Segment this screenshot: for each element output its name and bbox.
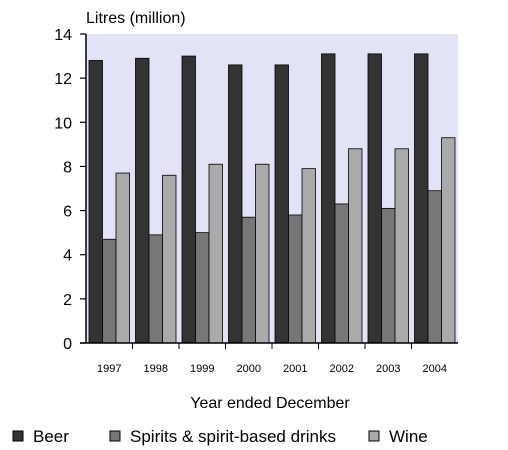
- y-tick-label: 2: [63, 292, 72, 309]
- bar-beer-1998: [135, 57, 150, 344]
- bar-spirits-spirit-based-drinks-2003: [381, 207, 396, 344]
- y-tick-label: 14: [54, 27, 72, 44]
- bar-wine-2000: [255, 163, 270, 344]
- y-tick-label: 6: [63, 204, 72, 221]
- x-axis-title: Year ended December: [190, 395, 350, 412]
- bar-spirits-spirit-based-drinks-1998: [148, 234, 163, 344]
- bar-spirits-spirit-based-drinks-1999: [195, 232, 210, 344]
- x-tick-label: 2002: [330, 363, 354, 375]
- y-tick-label: 12: [54, 71, 72, 88]
- bar-wine-1997: [115, 172, 130, 344]
- y-axis-title: Litres (million): [86, 10, 186, 27]
- x-tick-label: 1997: [97, 363, 121, 375]
- x-tick-label: 2000: [237, 363, 261, 375]
- bar-wine-2002: [348, 148, 363, 344]
- y-tick-label: 8: [63, 159, 72, 176]
- y-tick-label: 10: [54, 115, 72, 132]
- y-tick-label: 4: [63, 248, 72, 265]
- x-tick-label: 1998: [144, 363, 168, 375]
- bar-beer-2000: [228, 64, 243, 344]
- x-tick-label: 2003: [376, 363, 400, 375]
- x-tick-label: 2004: [423, 363, 447, 375]
- legend: Beer Spirits & spirit-based drinks Wine: [12, 427, 428, 446]
- bar-beer-2003: [367, 53, 382, 344]
- bar-wine-1998: [162, 174, 177, 344]
- y-tick-label: 0: [63, 336, 72, 353]
- bar-spirits-spirit-based-drinks-1997: [102, 238, 117, 344]
- legend-label: Wine: [389, 427, 428, 446]
- x-tick-label: 1999: [190, 363, 214, 375]
- y-ticks-group: 0 2 4 6 8 10 12 14: [54, 27, 86, 353]
- bar-beer-2001: [274, 64, 289, 344]
- bar-spirits-spirit-based-drinks-2004: [427, 190, 442, 344]
- bar-spirits-spirit-based-drinks-2001: [288, 214, 303, 344]
- bar-beer-2004: [414, 53, 429, 344]
- legend-label: Beer: [33, 427, 69, 446]
- bar-wine-1999: [208, 163, 223, 344]
- bar-beer-1997: [88, 60, 103, 344]
- legend-swatch: [368, 430, 380, 442]
- x-ticks-group: 1997 1998 1999 2000 2001 2002 2003 2004: [97, 343, 447, 375]
- bar-spirits-spirit-based-drinks-2002: [334, 203, 349, 344]
- bar-wine-2003: [394, 148, 409, 344]
- bar-wine-2004: [441, 137, 456, 344]
- legend-label: Spirits & spirit-based drinks: [130, 427, 336, 446]
- bar-wine-2001: [301, 168, 316, 344]
- bar-beer-2002: [321, 53, 336, 344]
- bar-beer-1999: [181, 55, 196, 344]
- x-tick-label: 2001: [283, 363, 307, 375]
- legend-swatch: [12, 430, 24, 442]
- bars-group: [88, 53, 456, 344]
- bar-spirits-spirit-based-drinks-2000: [241, 216, 256, 344]
- legend-swatch: [109, 430, 121, 442]
